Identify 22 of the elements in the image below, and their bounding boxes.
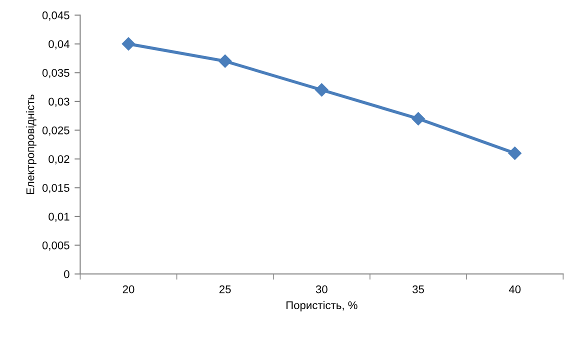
- point: [508, 146, 522, 160]
- point: [122, 37, 136, 51]
- x-tick-label: 35: [412, 285, 424, 294]
- y-tick-label: 0,03: [48, 98, 70, 107]
- y-tick-label: 0,02: [48, 155, 70, 164]
- y-tick-label: 0,04: [48, 40, 70, 50]
- x-axis-title: Пористість, %: [286, 301, 358, 312]
- x-tick-label: 25: [219, 285, 231, 294]
- y-tick-label: 0,025: [42, 126, 70, 136]
- y-tick-label: 0: [64, 270, 70, 278]
- y-axis-title: Електропровідність: [26, 94, 36, 194]
- y-tick-label: 0,005: [42, 241, 70, 251]
- point: [218, 54, 232, 68]
- y-tick-label: 0,01: [48, 212, 70, 222]
- y-tick-label: 0,015: [42, 184, 70, 194]
- x-tick-label: 40: [508, 285, 521, 294]
- point: [412, 112, 425, 126]
- point: [315, 83, 328, 97]
- x-tick-label: 30: [316, 285, 328, 294]
- y-tick-label: 0,035: [42, 68, 70, 78]
- x-tick-label: 20: [122, 285, 134, 294]
- y-tick-label: 0,045: [42, 11, 70, 21]
